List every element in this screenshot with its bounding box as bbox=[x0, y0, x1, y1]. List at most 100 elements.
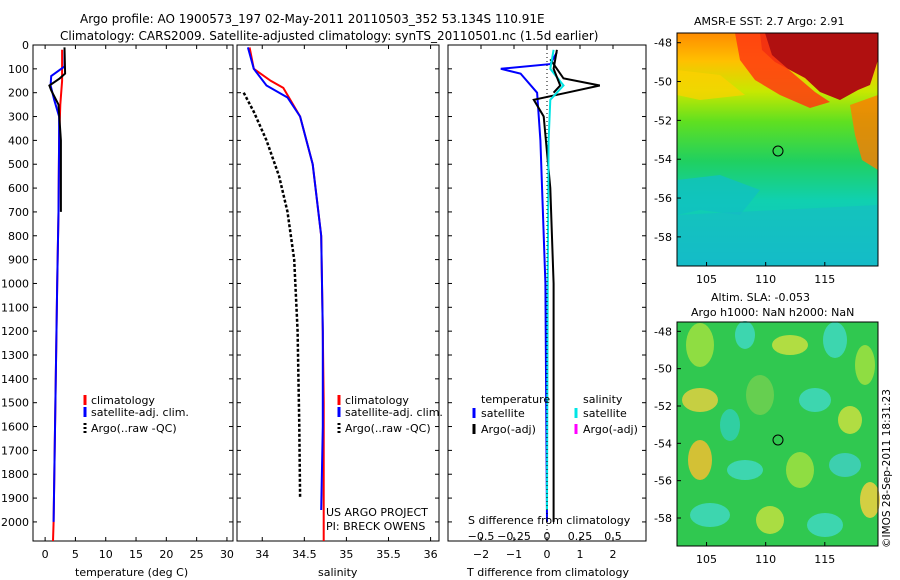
depth-tick-label: 400 bbox=[8, 134, 29, 147]
map-lat-label: -52 bbox=[654, 400, 672, 413]
map-lat-label: -48 bbox=[654, 325, 672, 338]
sla-blob bbox=[807, 513, 843, 537]
legend-label-t-satellite: satellite bbox=[481, 407, 525, 420]
sla-argo-marker bbox=[772, 434, 784, 446]
map-lon-label: 110 bbox=[755, 273, 776, 286]
series-line-argo-raw-qc- bbox=[48, 47, 67, 212]
map-lat-label: -56 bbox=[654, 475, 672, 488]
sst-map-axes: -48 -50 -52 -54 -56 -58 105 110 115 bbox=[654, 37, 835, 286]
legend-label-satellite: satellite-adj. clim. bbox=[345, 406, 443, 419]
x-tick-label: 0 bbox=[42, 548, 49, 561]
sla-blob bbox=[746, 375, 774, 415]
sdiff-xlabel: S difference from climatology bbox=[468, 514, 631, 527]
depth-tick-label: 800 bbox=[8, 230, 29, 243]
depth-tick-label: 1700 bbox=[1, 444, 29, 457]
sst-warm-core bbox=[760, 33, 878, 100]
sla-map-title-1: Altim. SLA: -0.053 bbox=[711, 291, 810, 304]
s-tick-label: 0.25 bbox=[568, 530, 593, 543]
salinity-xlabel: salinity bbox=[318, 566, 358, 579]
temperature-panel bbox=[32, 44, 234, 542]
series-line-satellite-adj-clim- bbox=[246, 47, 324, 511]
map-lat-label: -52 bbox=[654, 114, 672, 127]
temperature-legend: climatology satellite-adj. clim. Argo(..… bbox=[83, 394, 189, 435]
depth-tick-label: 1900 bbox=[1, 492, 29, 505]
sla-map-frame bbox=[676, 321, 879, 547]
sla-blob bbox=[727, 460, 763, 480]
legend-label-satellite: satellite-adj. clim. bbox=[91, 406, 189, 419]
s-tick-label: −0.5 bbox=[468, 530, 495, 543]
depth-tick-label: 1400 bbox=[1, 373, 29, 386]
legend-label-argo: Argo(..raw -QC) bbox=[91, 422, 177, 435]
x-tick-label: 0 bbox=[544, 548, 551, 561]
depth-tick-label: 100 bbox=[8, 63, 29, 76]
sla-blob bbox=[682, 388, 718, 412]
x-tick-label: 5 bbox=[72, 548, 79, 561]
depth-tick-label: 0 bbox=[22, 39, 29, 52]
depth-tick-label: 1500 bbox=[1, 397, 29, 410]
sla-map bbox=[676, 321, 880, 547]
sla-blob bbox=[799, 388, 831, 412]
salinity-panel bbox=[236, 44, 440, 542]
sst-cool-south bbox=[677, 205, 878, 266]
legend-label-climatology: climatology bbox=[91, 394, 155, 407]
depth-tick-label: 1800 bbox=[1, 468, 29, 481]
depth-tick-label: 1100 bbox=[1, 301, 29, 314]
sla-blob bbox=[838, 406, 862, 434]
series-line-temperature-satellite bbox=[500, 51, 558, 522]
depth-tick-label: 600 bbox=[8, 182, 29, 195]
sla-blob bbox=[686, 323, 714, 367]
header-line1: Argo profile: AO 1900573_197 02-May-2011… bbox=[80, 12, 545, 26]
sla-blob bbox=[829, 453, 861, 477]
sla-blob bbox=[860, 482, 880, 518]
depth-axis: 0 100 200 300 400 500 600 700 800 900 1000 1100 1200… bbox=[1, 39, 646, 529]
series-line-salinity-satellite bbox=[546, 49, 565, 511]
depth-tick-label: 700 bbox=[8, 206, 29, 219]
x-axis-ticks: 0 5 10 15 20 25 30 34 34.5 35 35.5 36 −2 −1 0 1 2 −0.5 −0.… bbox=[42, 45, 622, 561]
sst-map-title: AMSR-E SST: 2.7 Argo: 2.91 bbox=[694, 15, 845, 28]
map-lon-label: 115 bbox=[814, 553, 835, 566]
sla-map-axes: -48 -50 -52 -54 -56 -58 105 110 115 bbox=[654, 325, 835, 566]
sla-blob bbox=[786, 452, 814, 488]
sla-blob bbox=[756, 506, 784, 534]
difference-legend: temperature salinity satellite Argo(-adj… bbox=[472, 393, 638, 436]
map-lat-label: -58 bbox=[654, 512, 672, 525]
series-line-temperature-argo-adj- bbox=[532, 58, 601, 522]
depth-tick-label: 2000 bbox=[1, 516, 29, 529]
map-lon-label: 105 bbox=[696, 553, 717, 566]
s-tick-label: −0.25 bbox=[497, 530, 531, 543]
sla-anomaly-blobs bbox=[682, 321, 880, 537]
sst-warm-band bbox=[735, 33, 830, 108]
depth-tick-label: 1600 bbox=[1, 421, 29, 434]
depth-tick-label: 1200 bbox=[1, 325, 29, 338]
map-lat-label: -48 bbox=[654, 37, 672, 50]
tdiff-xlabel: T difference from climatology bbox=[466, 566, 629, 579]
x-tick-label: 25 bbox=[190, 548, 204, 561]
x-tick-label: 36 bbox=[424, 548, 438, 561]
difference-series bbox=[500, 45, 601, 541]
depth-tick-label: 200 bbox=[8, 87, 29, 100]
map-lat-label: -50 bbox=[654, 76, 672, 89]
sst-argo-marker bbox=[772, 145, 784, 157]
map-lat-label: -58 bbox=[654, 231, 672, 244]
x-tick-label: 30 bbox=[220, 548, 234, 561]
header-line2: Climatology: CARS2009. Satellite-adjuste… bbox=[60, 29, 598, 43]
map-lat-label: -56 bbox=[654, 192, 672, 205]
legend-label-s-satellite: satellite bbox=[583, 407, 627, 420]
map-lat-label: -54 bbox=[654, 437, 672, 450]
sst-yellow-west bbox=[677, 70, 745, 100]
x-tick-label: 34.5 bbox=[292, 548, 317, 561]
temperature-xlabel: temperature (deg C) bbox=[75, 566, 188, 579]
depth-tick-label: 300 bbox=[8, 111, 29, 124]
sla-blob bbox=[720, 409, 740, 441]
s-tick-label: 0 bbox=[544, 530, 551, 543]
x-tick-label: 15 bbox=[129, 548, 143, 561]
x-tick-label: 34 bbox=[255, 548, 269, 561]
map-lon-label: 115 bbox=[814, 273, 835, 286]
pi-credit: PI: BRECK OWENS bbox=[326, 520, 425, 533]
depth-tick-label: 500 bbox=[8, 158, 29, 171]
sla-blob bbox=[690, 503, 730, 527]
s-tick-label: 0.5 bbox=[604, 530, 622, 543]
legend-label-s-argo: Argo(-adj) bbox=[583, 423, 638, 436]
x-tick-label: 35.5 bbox=[376, 548, 401, 561]
